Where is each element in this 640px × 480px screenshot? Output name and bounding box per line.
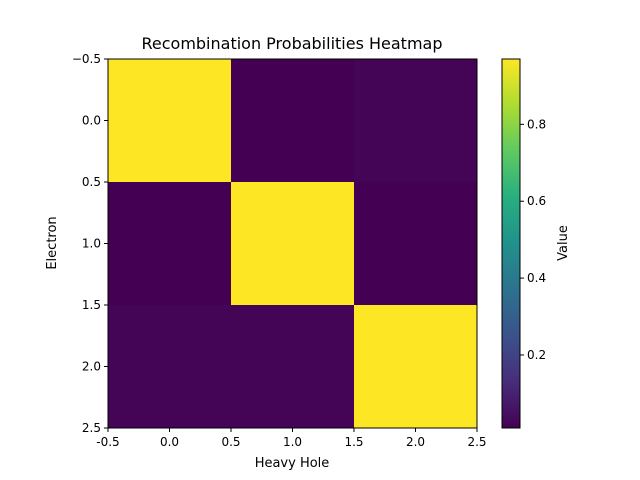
heatmap-cell-0-2: [354, 59, 477, 182]
y-tick-label: 0.5: [82, 175, 101, 189]
y-tick-label: −0.5: [72, 52, 101, 66]
heatmap-cell-0-1: [231, 59, 354, 182]
x-tick-label: -0.5: [96, 435, 119, 449]
y-axis-label: Electron: [45, 216, 60, 269]
x-axis-ticks: -0.5 0.0 0.5 1.0 1.5 2.0 2.5: [96, 428, 487, 449]
x-tick-label: 0.5: [221, 435, 240, 449]
y-tick-label: 0.0: [82, 114, 101, 128]
colorbar-tick-label: 0.8: [527, 117, 546, 131]
heatmap-cell-2-1: [231, 305, 354, 428]
colorbar-ticks: 0.2 0.4 0.6 0.8: [520, 117, 546, 362]
colorbar-tick-label: 0.4: [527, 271, 546, 285]
x-tick-label: 0.0: [160, 435, 179, 449]
y-tick-label: 1.5: [82, 298, 101, 312]
heatmap-cell-1-2: [354, 182, 477, 305]
x-tick-label: 2.0: [406, 435, 425, 449]
y-axis-ticks: −0.5 0.0 0.5 1.0 1.5 2.0 2.5: [72, 52, 108, 435]
x-tick-label: 1.0: [283, 435, 302, 449]
y-tick-label: 2.5: [82, 421, 101, 435]
x-tick-label: 1.5: [344, 435, 363, 449]
colorbar: [501, 58, 521, 429]
heatmap-cell-2-0: [108, 305, 231, 428]
colorbar-label: Value: [556, 225, 571, 261]
y-tick-label: 1.0: [82, 237, 101, 251]
heatmap-cells: [108, 59, 477, 428]
heatmap-cell-1-1: [231, 182, 354, 305]
x-axis-label: Heavy Hole: [255, 456, 330, 471]
heatmap-cell-0-0: [108, 59, 231, 182]
chart-title: Recombination Probabilities Heatmap: [141, 34, 442, 53]
x-tick-label: 2.5: [467, 435, 486, 449]
y-tick-label: 2.0: [82, 360, 101, 374]
colorbar-tick-label: 0.6: [527, 194, 546, 208]
heatmap-cell-1-0: [108, 182, 231, 305]
heatmap-cell-2-2: [354, 305, 477, 428]
colorbar-tick-label: 0.2: [527, 348, 546, 362]
